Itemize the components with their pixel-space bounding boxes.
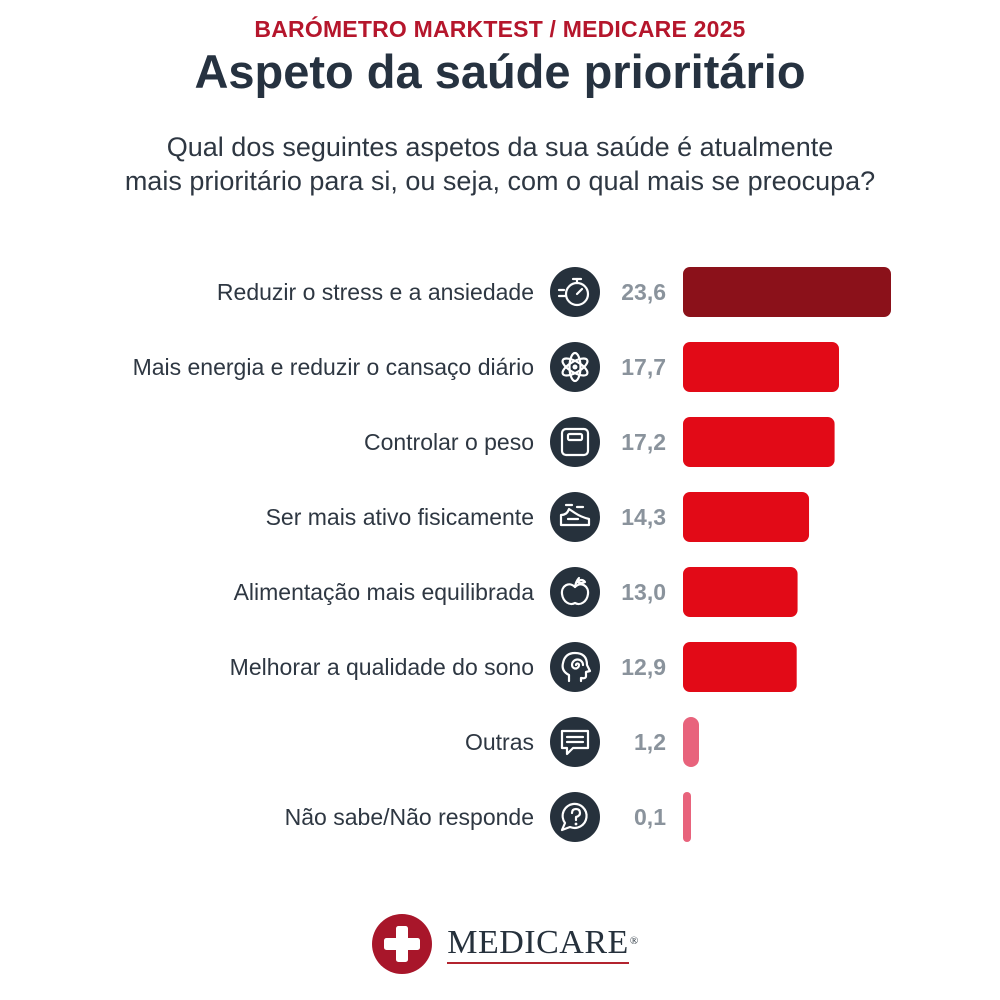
value-label: 17,7 (621, 354, 666, 380)
question-line-1: Qual dos seguintes aspetos da sua saúde … (166, 132, 834, 162)
bar (683, 267, 891, 317)
chart-kicker: BARÓMETRO MARKTEST / MEDICARE 2025 (254, 16, 746, 42)
stopwatch-icon (550, 267, 600, 317)
bar (683, 642, 797, 692)
medicare-cross-icon (372, 914, 433, 974)
bar (683, 492, 810, 542)
bar (683, 717, 699, 767)
question-bubble-icon (550, 792, 600, 842)
value-label: 12,9 (621, 654, 666, 680)
bar-chart: Reduzir o stress e a ansiedade 23,6 Mais e… (133, 267, 891, 842)
value-label: 14,3 (621, 504, 666, 530)
scale-icon (550, 417, 600, 467)
value-label: 17,2 (621, 429, 666, 455)
medicare-logo: MEDICARE ® (0, 912, 1000, 976)
chart-question: Qual dos seguintes aspetos da sua saúde … (0, 130, 1000, 198)
logo-name: MEDICARE (447, 923, 629, 961)
running-shoe-icon (550, 492, 600, 542)
atom-energy-icon (550, 342, 600, 392)
logo-registered: ® (629, 934, 639, 947)
chart-title: Aspeto da saúde prioritário (194, 45, 806, 98)
category-label: Alimentação mais equilibrada (234, 579, 535, 605)
bar (683, 417, 835, 467)
category-label: Reduzir o stress e a ansiedade (217, 279, 534, 305)
value-label: 0,1 (634, 804, 666, 830)
category-label: Controlar o peso (364, 429, 534, 455)
medicare-logo-text: MEDICARE ® (447, 923, 638, 964)
question-line-2: mais prioritário para si, ou seja, com o… (124, 166, 876, 196)
bar (683, 792, 691, 842)
value-label: 1,2 (634, 729, 666, 755)
category-label: Outras (465, 729, 534, 755)
bar (683, 567, 798, 617)
value-label: 23,6 (621, 279, 666, 305)
category-label: Mais energia e reduzir o cansaço diário (133, 354, 534, 380)
apple-icon (550, 567, 600, 617)
category-label: Não sabe/Não responde (285, 804, 534, 830)
category-label: Ser mais ativo fisicamente (266, 504, 534, 530)
speech-bubble-icon (550, 717, 600, 767)
category-label: Melhorar a qualidade do sono (230, 654, 534, 680)
bar (683, 342, 839, 392)
value-label: 13,0 (621, 579, 666, 605)
head-spiral-icon (550, 642, 600, 692)
